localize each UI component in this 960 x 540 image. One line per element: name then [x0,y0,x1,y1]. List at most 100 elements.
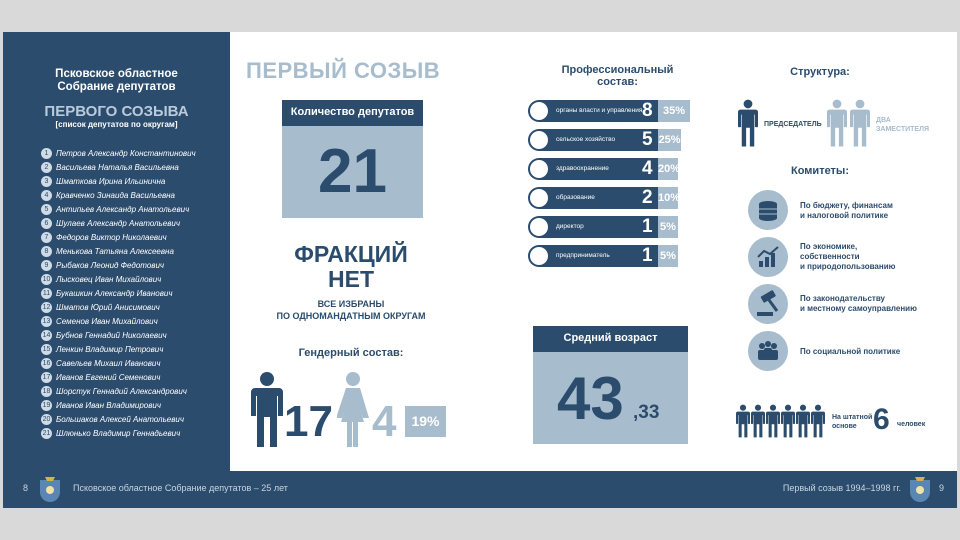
right-page-number: 9 [939,483,945,493]
deputy-name: Менькова Татьяна Алексеевна [56,247,174,256]
deputy-list-item: 14 Бубнов Геннадий Николаевич [41,330,226,342]
committee-economy-line3: и природопользованию [800,262,896,271]
committee-social-circle [748,331,788,371]
age-box: 43 ,33 [533,352,688,444]
committee-law-line1: По законодательству [800,294,886,303]
deputy-name: Большаков Алексей Анатольевич [56,415,184,424]
profession-label: здравоохранение [556,165,609,172]
committee-economy-line1: По экономике, [800,242,858,251]
org-name: Псковское областное Собрание депутатов [3,68,230,94]
district-number: 9 [41,260,52,271]
committee-law-circle [748,284,788,324]
profession-icon [530,102,548,120]
elected-text: ВСЕ ИЗБРАНЫ ПО ОДНОМАНДАТНЫМ ОКРУГАМ [246,298,456,322]
deputy-list-item: 7 Федоров Виктор Николаевич [41,232,226,244]
district-number: 13 [41,316,52,327]
profession-bar: предприниматель 1 5% [528,245,678,267]
profession-count: 8 [642,100,653,121]
committee-budget-circle [748,190,788,230]
structure-title: Структура: [790,66,850,78]
profession-percent: 20% [658,158,680,180]
deputy-list-item: 6 Шулаев Александр Анатольевич [41,218,226,230]
district-number: 20 [41,414,52,425]
women-percent: 19% [411,413,440,429]
deputy-chairmen-line1: ДВА [876,117,891,124]
deputy-name: Шлюнько Владимир Геннадьевич [56,429,181,438]
deputy-name: Шматов Юрий Анисимович [56,303,160,312]
factions-line1: ФРАКЦИЙ [294,241,408,267]
left-page-number: 8 [23,483,29,493]
committee-economy-line2: собственности [800,252,860,261]
professional-title: Профессиональный состав: [540,64,695,88]
profession-bar-head [528,216,658,238]
deputy-name: Шулаев Александр Анатольевич [56,219,180,228]
deputies-sidebar: Псковское областное Собрание депутатов П… [3,32,230,471]
deputy-name: Букашкин Александр Иванович [56,289,173,298]
profession-count: 1 [642,216,653,237]
staff-label-line1: На штатной [832,414,873,421]
profession-bar: директор 1 5% [528,216,678,238]
committee-budget-line2: и налоговой политике [800,211,889,220]
deputy-list-item: 19 Иванов Иван Владимирович [41,400,226,412]
profession-bar: сельское хозяйство 5 25% [528,129,681,151]
deputy-list-item: 10 Лысковец Иван Михайлович [41,274,226,286]
profession-label: образование [556,194,595,201]
gavel-icon [757,290,779,316]
district-number: 15 [41,344,52,355]
deputy-list-item: 17 Иванов Евгений Семенович [41,372,226,384]
deputy-name: Лысковец Иван Михайлович [56,275,162,284]
convocation-title: ПЕРВОГО СОЗЫВА [44,103,189,120]
deputy-name: Семенов Иван Михайлович [56,317,158,326]
staff-person-icon [781,404,795,438]
deputy-list-item: 21 Шлюнько Владимир Геннадьевич [41,428,226,440]
deputy-chairman-icon [850,99,870,147]
deputy-name: Васильева Наталья Васильевна [56,163,179,172]
gender-title: Гендерный состав: [298,347,404,359]
committee-law-line2: и местному самоуправлению [800,304,917,313]
men-count: 17 [284,397,333,446]
deputy-name: Шорстук Геннадий Александрович [56,387,187,396]
deputy-list-item: 1 Петров Александр Константинович [41,148,226,160]
profession-label: органы власти и управления [556,107,643,114]
deputy-name: Рыбаков Леонид Федотович [56,261,165,270]
deputy-name: Петров Александр Константинович [56,149,196,158]
profession-count: 2 [642,187,653,208]
deputy-list-item: 15 Ленкин Владимир Петрович [41,344,226,356]
district-number: 18 [41,386,52,397]
deputy-list-item: 8 Менькова Татьяна Алексеевна [41,246,226,258]
profession-icon [530,189,548,207]
left-footer-text: Псковское областное Собрание депутатов –… [73,483,288,493]
deputy-list-item: 11 Букашкин Александр Иванович [41,288,226,300]
staff-person-icon [796,404,810,438]
district-number: 8 [41,246,52,257]
profession-bar: здравоохранение 4 20% [528,158,680,180]
district-number: 17 [41,372,52,383]
profession-bar-head [528,245,658,267]
deputy-list-item: 5 Антипьев Александр Анатольевич [41,204,226,216]
deputy-list-item: 13 Семенов Иван Михайлович [41,316,226,328]
deputies-list-subtitle: [список депутатов по округам] [55,120,178,129]
deputy-list-item: 9 Рыбаков Леонид Федотович [41,260,226,272]
deputy-list-item: 18 Шорстук Геннадий Александрович [41,386,226,398]
district-number: 11 [41,288,52,299]
profession-count: 5 [642,129,653,150]
committee-economy-circle [748,237,788,277]
org-name-line1: Псковское областное [55,68,178,80]
deputy-chairmen-line2: ЗАМЕСТИТЕЛЯ [876,126,930,133]
coat-of-arms-icon [40,477,60,502]
coat-of-arms-icon [910,477,930,502]
deputy-name: Антипьев Александр Анатольевич [56,205,190,214]
profession-percent: 5% [658,216,678,238]
district-number: 2 [41,162,52,173]
profession-icon [530,218,548,236]
profession-label: предприниматель [556,252,610,259]
profession-bar-head [528,129,658,151]
deputy-list-item: 20 Большаков Алексей Анатольевич [41,414,226,426]
staff-label: На штатной основе [832,413,872,431]
professional-title-line1: Профессиональный [561,64,674,76]
staff-person-icon [736,404,750,438]
district-number: 12 [41,302,52,313]
profession-percent: 25% [658,129,681,151]
coins-icon [759,201,777,221]
committee-social-text: По социальной политике [800,347,901,356]
